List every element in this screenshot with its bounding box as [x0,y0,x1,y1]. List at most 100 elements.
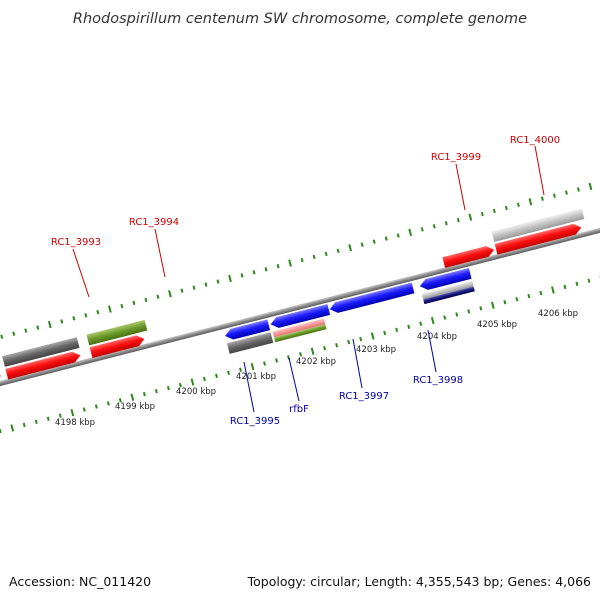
scale-label: 4201 kbp [236,372,276,382]
upper-tick [384,236,388,241]
callout-line [154,228,166,278]
rc1-4000-label: RC1_4000 [510,135,560,146]
lower-tick [527,293,531,299]
lower-tick [299,352,303,357]
lower-tick [515,296,519,302]
lower-tick [467,309,471,314]
upper-tick [504,205,508,211]
lower-tick [46,416,50,421]
lower-tick [239,367,242,372]
accession-text: Accession: NC_011420 [9,574,151,589]
upper-tick [540,196,544,201]
lower-tick [130,393,135,401]
upper-tick [312,254,316,260]
upper-tick [228,274,232,283]
lower-tick [323,346,327,351]
upper-tick [24,328,28,333]
map-title: Rhodospirillum centenum SW chromosome, c… [73,11,527,27]
lower-tick [118,398,122,403]
forward-gene-green-1 [86,319,148,346]
upper-tick [420,227,424,232]
genome-track [0,182,600,434]
scale-label: 4206 kbp [538,309,578,319]
callout-line [427,329,437,373]
lower-tick [395,327,399,333]
upper-tick [360,242,364,247]
upper-tick [168,290,172,298]
reverse-gene-pink-1 [272,318,326,338]
reverse-gene-blue-1 [225,319,271,340]
reverse-gene-blue-4 [419,268,472,290]
lower-tick [370,332,375,340]
upper-tick-row [0,182,593,339]
upper-tick [528,198,533,206]
upper-tick [240,273,244,278]
genome-summary-text: Topology: circular; Length: 4,355,543 bp… [247,574,591,589]
lower-tick [22,422,26,428]
rc1-3997-label: RC1_3997 [339,391,389,402]
upper-tick [120,303,124,309]
upper-tick [96,310,100,315]
lower-tick [106,401,110,406]
rfbf-label: rfbF [289,404,309,415]
upper-tick [180,288,184,293]
lower-tick [275,358,279,363]
callout-line [288,357,300,402]
upper-tick [372,239,376,244]
lower-tick [479,306,483,311]
lower-tick [154,388,158,394]
lower-tick [551,286,555,294]
upper-tick [252,270,256,275]
upper-tick [132,300,136,306]
reverse-gene-navy-1 [423,286,475,305]
upper-tick [480,211,484,217]
scale-label: 4203 kbp [356,345,396,355]
reverse-gene-gray-1 [226,332,274,354]
forward-gene-red-3 [89,335,145,358]
upper-tick [144,297,148,303]
reverse-gene-green-1 [273,324,327,343]
upper-tick [0,334,4,339]
reverse-gene-blue-2 [270,304,331,328]
upper-tick [47,320,52,329]
scale-label: 4202 kbp [296,357,336,367]
lower-tick [142,392,146,397]
upper-tick [72,316,76,321]
lower-tick [0,428,2,434]
callout-lines [72,145,545,413]
upper-tick [60,319,64,324]
lower-tick [503,300,507,305]
lower-tick [539,290,543,296]
lower-tick [310,347,315,355]
scale-label: 4205 kbp [477,320,517,330]
lower-tick [215,373,218,379]
lower-tick [250,362,255,371]
lower-tick [443,315,447,320]
upper-tick [276,264,280,269]
rc1-3994-label: RC1_3994 [129,217,179,228]
forward-gene-light-1 [491,208,585,242]
lower-tick [455,312,459,317]
callout-line [534,145,545,196]
lower-tick [490,301,495,309]
upper-tick [156,294,160,300]
upper-tick [204,282,208,287]
forward-gene-red-4 [442,246,495,268]
upper-tick [300,257,304,263]
gene-labels: RC1_3993 RC1_3994 RC1_3999 RC1_4000 RC1_… [51,135,560,427]
callout-line [72,248,90,298]
rc1-3999-label: RC1_3999 [431,152,481,163]
lower-tick [34,419,38,425]
scale-label: 4199 kbp [115,402,155,412]
genome-axis-line [0,200,600,414]
forward-gene-gray-1 [2,337,80,367]
lower-tick [82,407,86,412]
upper-tick [468,213,473,221]
lower-tick [419,321,423,326]
upper-tick [576,187,580,192]
lower-tick-row [0,275,600,434]
lower-tick [587,278,591,283]
lower-tick [202,376,206,382]
upper-tick [408,228,413,237]
